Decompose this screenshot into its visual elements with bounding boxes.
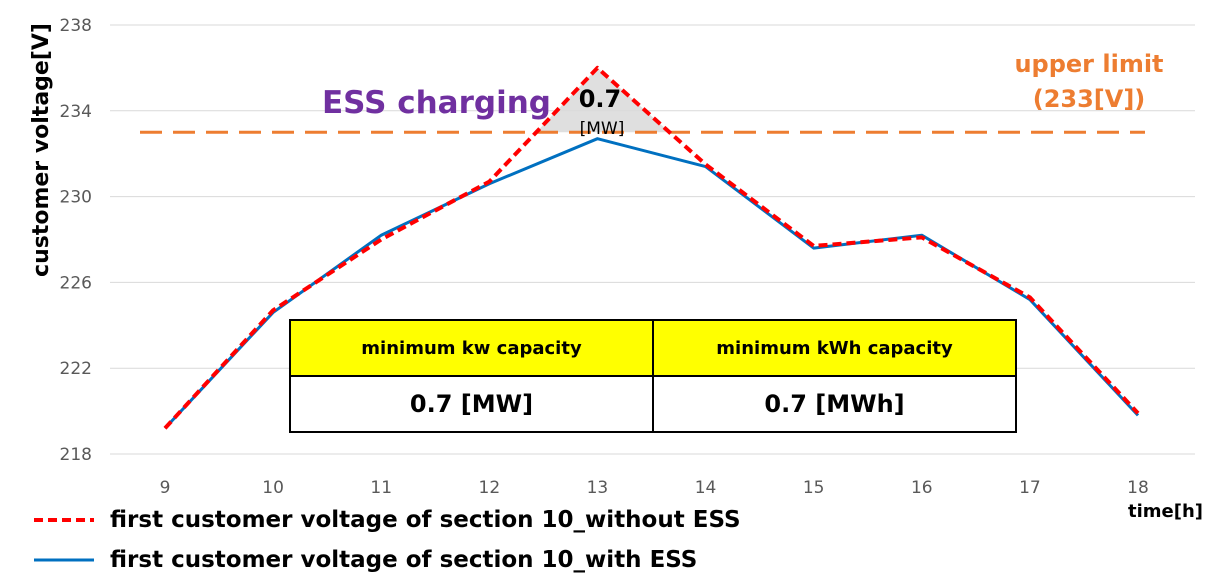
x-tick-label: 16 xyxy=(911,478,933,498)
legend-item-without-ess: first customer voltage of section 10_wit… xyxy=(34,507,741,533)
series-lines xyxy=(163,65,1140,430)
ess-charging-area xyxy=(536,67,670,133)
solid-blue-line-icon xyxy=(34,558,94,562)
series-line-without-ess xyxy=(163,65,1140,430)
x-tick-label: 14 xyxy=(695,478,717,498)
capacity-table-value-row: 0.7 [MW] 0.7 [MWh] xyxy=(289,375,1017,433)
y-tick-label: 238 xyxy=(60,16,92,36)
x-tick-label: 18 xyxy=(1127,478,1149,498)
capacity-table: minimum kw capacity minimum kWh capacity… xyxy=(289,319,1017,433)
x-tick-label: 11 xyxy=(370,478,392,498)
dashed-red-line-icon xyxy=(34,518,94,522)
value-min-kwh-capacity: 0.7 [MWh] xyxy=(652,375,1017,433)
legend-label-with-ess: first customer voltage of section 10_wit… xyxy=(110,547,698,573)
peak-capacity-value: 0.7 xyxy=(579,85,622,113)
y-tick-label: 234 xyxy=(60,102,92,122)
x-tick-label: 9 xyxy=(160,478,171,498)
value-min-kw-capacity: 0.7 [MW] xyxy=(289,375,654,433)
header-min-kw-capacity: minimum kw capacity xyxy=(289,319,654,377)
y-axis-label: customer voltage[V] xyxy=(29,23,54,277)
y-tick-label: 222 xyxy=(60,359,92,379)
capacity-table-header-row: minimum kw capacity minimum kWh capacity xyxy=(289,319,1017,377)
upper-limit-label: upper limit xyxy=(1014,50,1163,78)
y-tick-label: 230 xyxy=(60,188,92,208)
x-tick-label: 17 xyxy=(1019,478,1041,498)
y-tick-label: 226 xyxy=(60,273,92,293)
x-tick-label: 10 xyxy=(262,478,284,498)
peak-capacity-unit: [MW] xyxy=(580,119,625,139)
upper-limit-value: (233[V]) xyxy=(1033,85,1146,113)
y-tick-label: 218 xyxy=(60,445,92,465)
ess-charging-label: ESS charging xyxy=(322,85,551,121)
header-min-kwh-capacity: minimum kWh capacity xyxy=(652,319,1017,377)
x-tick-label: 12 xyxy=(479,478,501,498)
x-tick-label: 15 xyxy=(803,478,825,498)
x-tick-labels: 9 10 11 12 13 14 15 16 17 18 xyxy=(160,478,1149,498)
y-tick-labels: 218 222 226 230 234 238 xyxy=(60,16,92,465)
legend-label-without-ess: first customer voltage of section 10_wit… xyxy=(110,507,741,533)
x-tick-label: 13 xyxy=(587,478,609,498)
x-axis-label: time[h] xyxy=(1128,501,1203,522)
legend-item-with-ess: first customer voltage of section 10_wit… xyxy=(34,547,697,573)
